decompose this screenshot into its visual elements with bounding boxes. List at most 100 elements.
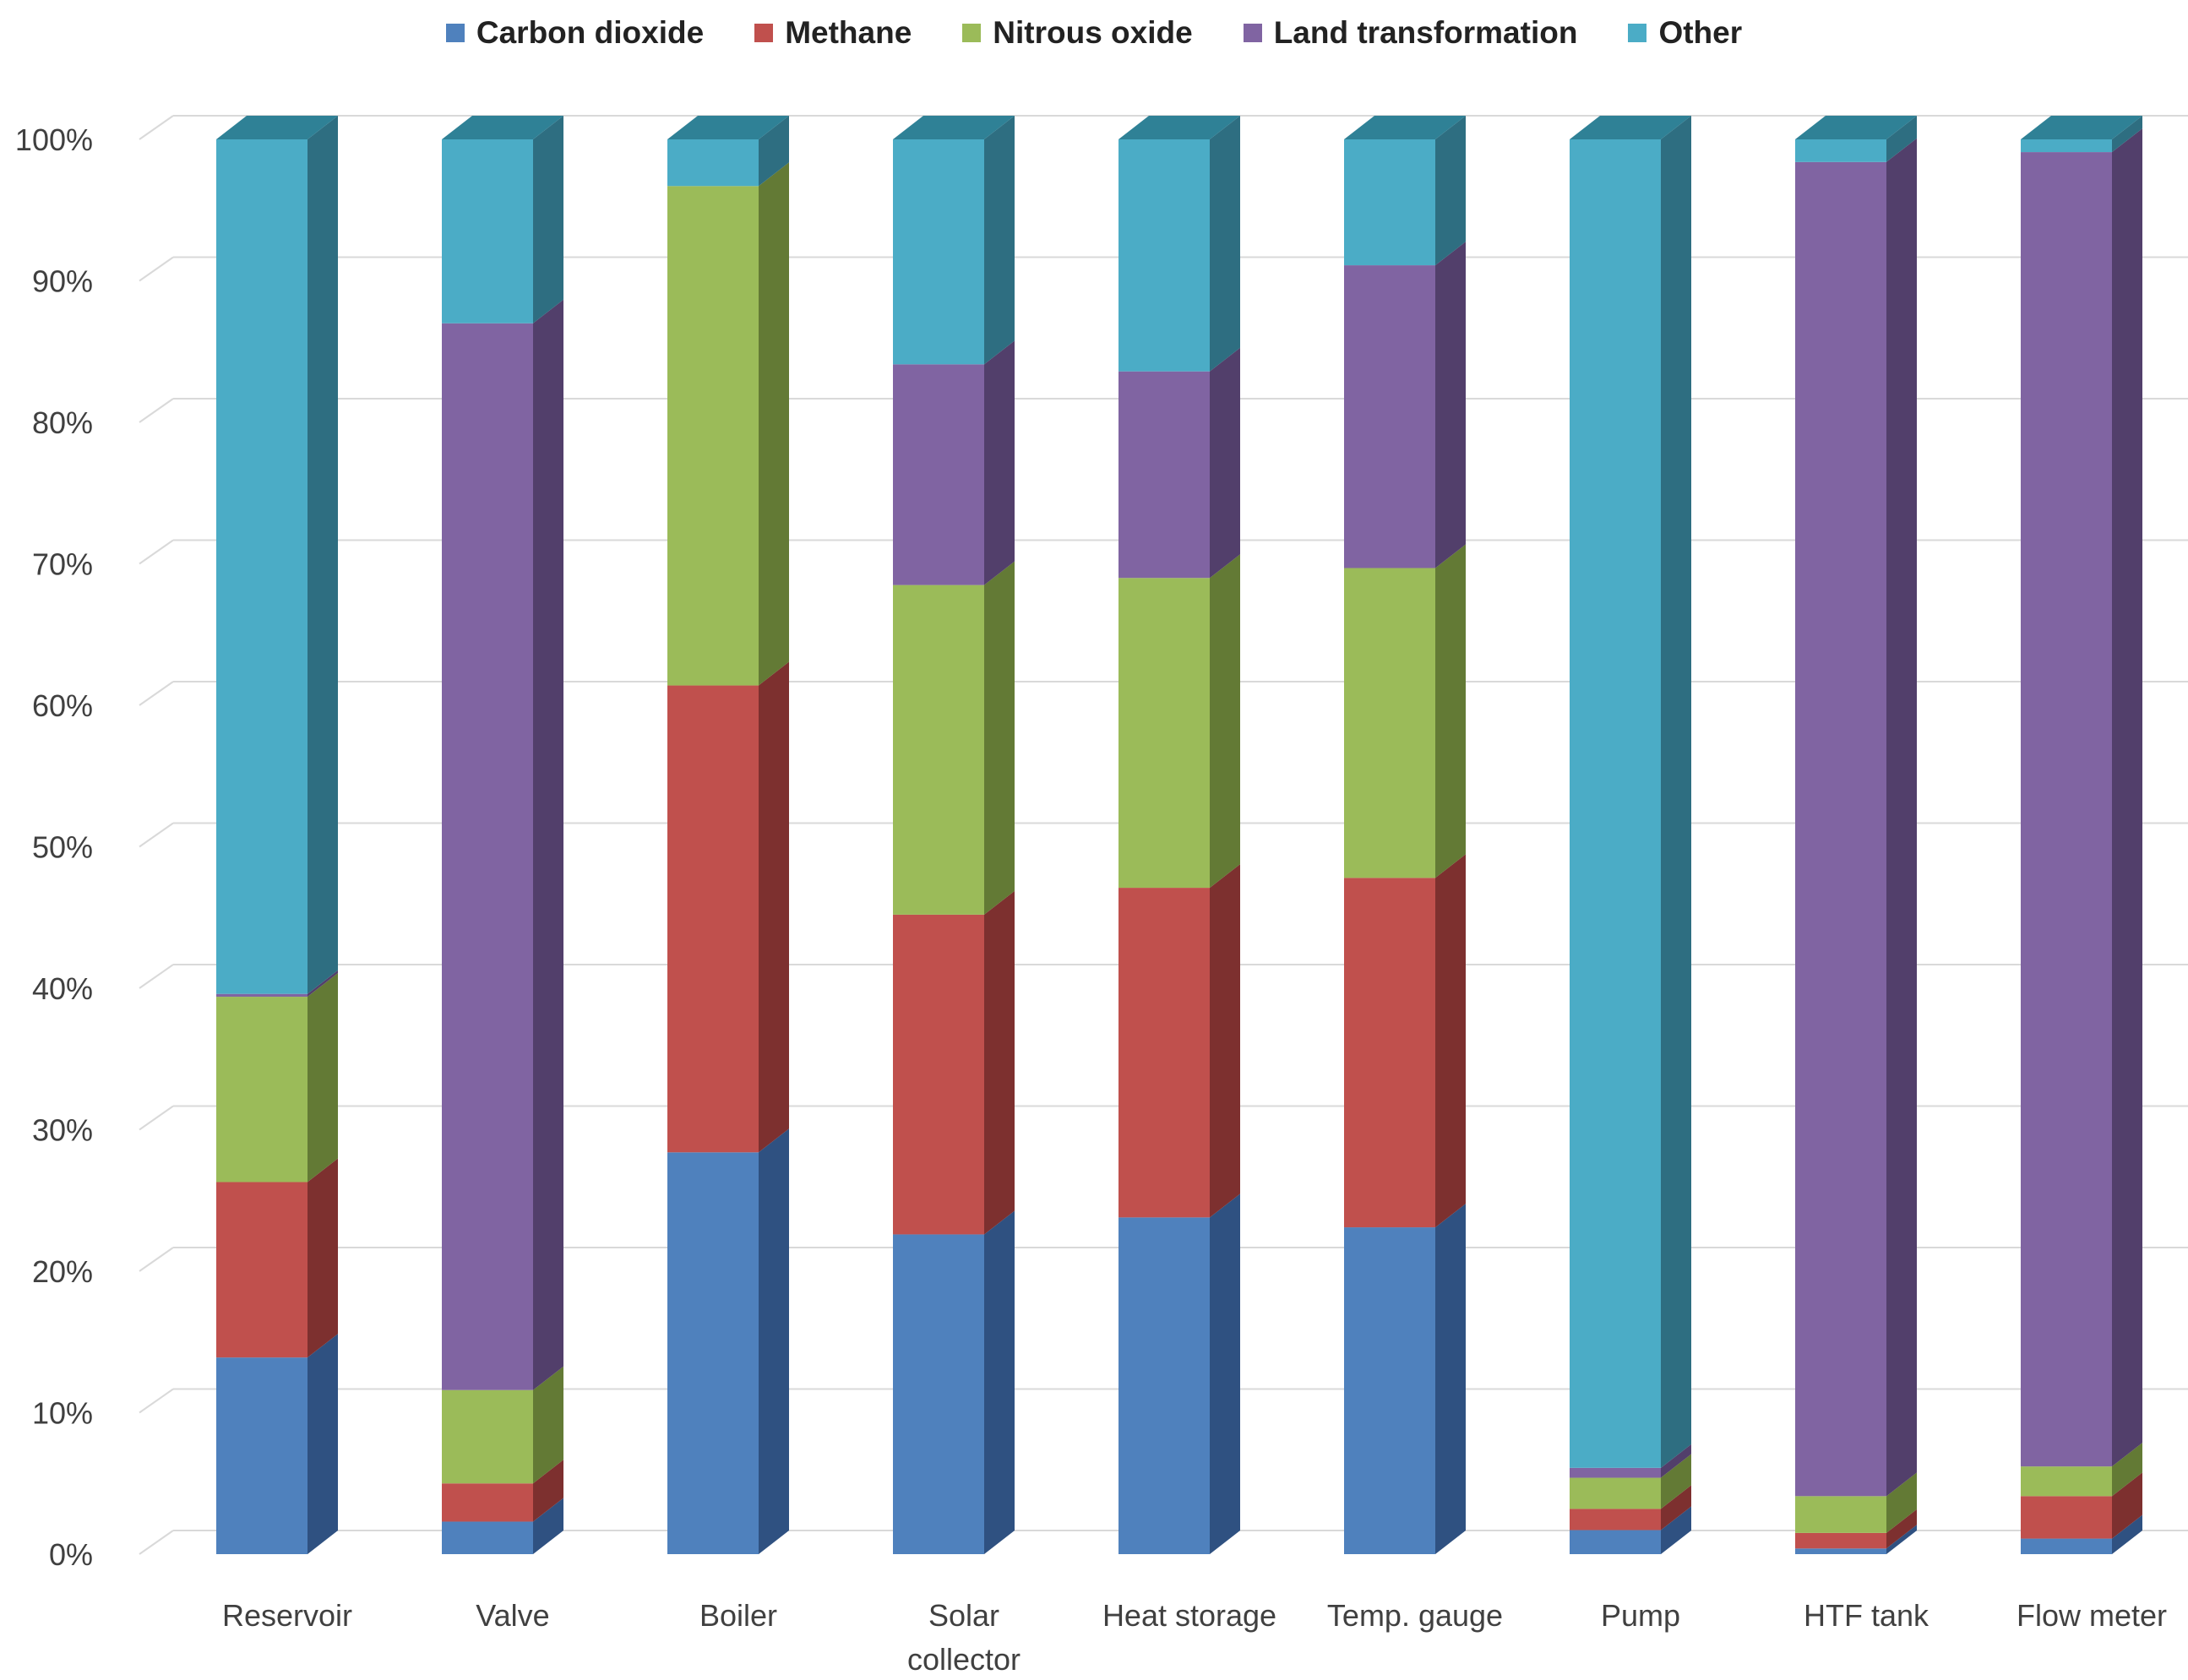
- bar-segment-front: [1570, 1509, 1661, 1530]
- bar-segment-front: [442, 323, 533, 1390]
- bar-segment: [667, 116, 789, 187]
- bar-segment: [1344, 854, 1466, 1228]
- bar-segment: [667, 1128, 789, 1554]
- bar-segment-front: [1795, 1496, 1886, 1533]
- bar-segment-side: [308, 1334, 338, 1554]
- bar-segment-side: [2112, 1443, 2142, 1497]
- bar-segment-front: [1344, 568, 1435, 878]
- legend: Carbon dioxide Methane Nitrous oxide Land t…: [0, 15, 2188, 51]
- bar-segment: [893, 1210, 1015, 1554]
- bar-segment-side: [1210, 347, 1240, 579]
- bar-segment: [893, 561, 1015, 915]
- bar-segment-front: [1118, 888, 1210, 1218]
- bar-segment-side: [759, 661, 789, 1153]
- bar-segment: [893, 116, 1015, 365]
- bar-segment: [2021, 1443, 2142, 1497]
- legend-swatch: [1243, 24, 1262, 42]
- y-tick-label: 30%: [32, 1113, 93, 1148]
- gridline-diagonal: [139, 115, 174, 140]
- bar-segment-front: [1118, 371, 1210, 579]
- gridline-diagonal: [139, 1105, 174, 1131]
- bar-segment: [216, 1158, 338, 1358]
- x-tick-label: Pump: [1601, 1598, 1680, 1633]
- gridline-diagonal: [139, 398, 174, 423]
- y-tick-label: 70%: [32, 547, 93, 582]
- legend-swatch: [445, 24, 465, 42]
- bar-top-face: [1344, 116, 1466, 139]
- x-tick-label: Temp. gauge: [1327, 1598, 1503, 1633]
- bar-segment-front: [893, 584, 984, 915]
- gridline-diagonal: [139, 1530, 174, 1555]
- bar-segment: [1118, 116, 1240, 372]
- bar-segment-front: [2021, 1538, 2112, 1554]
- y-tick-label: 40%: [32, 971, 93, 1006]
- bar-top-face: [1795, 116, 1917, 139]
- y-tick-label: 100%: [15, 122, 93, 157]
- legend-label: Carbon dioxide: [476, 15, 705, 50]
- bar-segment-side: [1435, 1204, 1466, 1554]
- bar-segment: [1795, 1472, 1917, 1533]
- bar-segment: [2021, 116, 2142, 153]
- bar-segment-front: [893, 914, 984, 1235]
- bar-segment-side: [984, 116, 1015, 365]
- bar-segment-side: [1210, 554, 1240, 889]
- gridline-diagonal: [139, 964, 174, 989]
- bar-segment: [1344, 544, 1466, 878]
- bar-segment: [1570, 116, 1691, 1468]
- bar-segment-front: [1344, 265, 1435, 568]
- legend-swatch: [1628, 24, 1647, 42]
- bar-segment-side: [1661, 1454, 1691, 1509]
- bar-top-face: [1118, 116, 1240, 139]
- bar-segment: [667, 661, 789, 1153]
- y-tick-label: 50%: [32, 830, 93, 865]
- bar-segment-side: [533, 1366, 563, 1484]
- bar-segment-front: [1118, 1217, 1210, 1554]
- bar-segment-side: [2112, 116, 2142, 153]
- bar-segment-side: [1886, 116, 1917, 162]
- bar-segment-side: [984, 1210, 1015, 1554]
- y-axis-tick-labels: 0% 10% 20% 30% 40% 50% 60% 70% 80% 90% 100%: [15, 122, 93, 1572]
- bar-top-face: [442, 116, 563, 139]
- x-tick-label: Solar collector: [907, 1598, 1021, 1677]
- legend-label: Methane: [785, 15, 912, 50]
- bar-segment-side: [533, 1498, 563, 1554]
- bar-segment-side: [1886, 1525, 1917, 1554]
- legend-swatch: [754, 24, 774, 42]
- bar-segment-front: [216, 139, 308, 994]
- legend-swatch: [962, 24, 982, 42]
- bar-segment-front: [1570, 1530, 1661, 1554]
- legend-label: Land transformation: [1273, 15, 1578, 50]
- x-tick-label: Boiler: [699, 1598, 777, 1633]
- y-tick-label: 10%: [32, 1396, 93, 1431]
- bar-segment: [1570, 1485, 1691, 1530]
- bar-segment-front: [442, 139, 533, 323]
- bar-segment: [893, 890, 1015, 1235]
- bar-segment: [1570, 1506, 1691, 1554]
- bar-segment-side: [308, 1158, 338, 1358]
- bar-segment: [442, 299, 563, 1390]
- bar-segment-side: [1886, 1472, 1917, 1533]
- bar-top-face: [216, 116, 338, 139]
- bar-segment: [2021, 1514, 2142, 1554]
- bar-segment-side: [1435, 116, 1466, 266]
- bar-segment-side: [2112, 1514, 2142, 1554]
- gridline-diagonal: [139, 681, 174, 706]
- bar-segment-front: [216, 997, 308, 1183]
- bar-segment: [667, 162, 789, 686]
- gridline-diagonal: [139, 822, 174, 848]
- bar-segment-side: [1886, 138, 1917, 1497]
- bar-segment: [1344, 242, 1466, 568]
- x-tick-label: Flow meter: [2017, 1598, 2167, 1633]
- legend-label: Other: [1658, 15, 1743, 50]
- bar-segment: [1795, 138, 1917, 1497]
- bar-segment: [216, 116, 338, 994]
- bar-segment-front: [216, 1357, 308, 1554]
- bar-segment-front: [1795, 1532, 1886, 1549]
- bar-segment-side: [984, 890, 1015, 1235]
- bar-segment-side: [1210, 864, 1240, 1218]
- bar-segment-side: [984, 340, 1015, 585]
- y-tick-label: 20%: [32, 1254, 93, 1289]
- bar-top-face: [1570, 116, 1691, 139]
- bar-segment-front: [216, 993, 308, 998]
- bar-segment-front: [667, 1152, 759, 1554]
